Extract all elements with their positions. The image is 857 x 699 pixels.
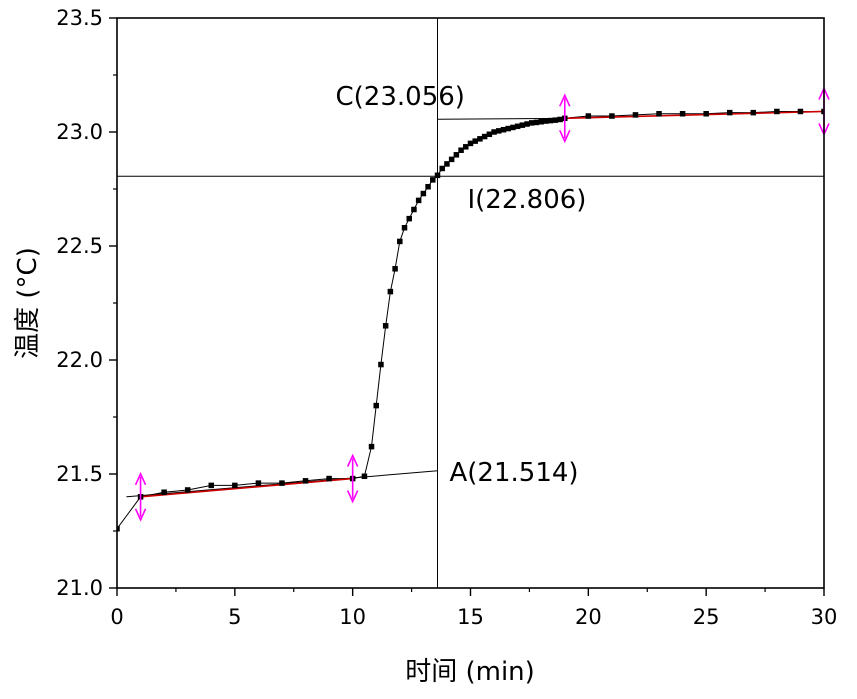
range-marker-1 [346,453,359,504]
data-point [703,111,709,117]
x-tick-label: 25 [693,605,720,629]
data-point [326,475,332,482]
y-tick-label: 22.0 [56,348,103,372]
x-tick-label: 10 [339,605,366,629]
y-tick-label: 21.0 [56,576,103,600]
range-marker-arrow-down [134,508,147,522]
fit-line-0 [140,477,353,498]
data-point [505,125,511,132]
data-point [774,108,780,115]
data-point [406,215,412,222]
data-point [361,473,368,480]
data-point [161,489,167,495]
data-point [538,118,544,125]
data-point [392,266,398,272]
y-tick-label: 23.0 [56,120,103,144]
data-point [420,190,427,197]
data-point [425,183,431,190]
y-tick-label: 21.5 [56,462,103,486]
annotation-label: I(22.806) [468,185,587,215]
data-point [184,487,191,493]
data-point [585,113,592,119]
data-point [543,118,549,124]
data-point [679,111,686,117]
data-point [439,165,445,172]
y-tick-label: 23.5 [56,6,103,30]
y-tick-label: 22.5 [56,234,103,258]
data-point [302,478,309,484]
data-point [797,108,804,115]
annotation-label: C(23.056) [336,82,465,112]
data-point [726,109,733,116]
data-point [632,112,639,118]
data-point [491,129,497,135]
data-point [387,288,394,295]
data-point [514,123,521,130]
data-point [750,109,757,116]
data-point [467,140,474,147]
range-marker-arrow-up [134,471,147,486]
data-point [472,138,478,144]
y-axis-title: 温度 (°C) [13,247,43,359]
data-point [453,152,460,158]
range-marker-arrow-up [559,93,571,107]
data-point [255,480,262,486]
data-point [547,117,554,124]
data-point [382,323,389,329]
fit-line-1 [564,110,824,120]
range-marker-2 [559,93,571,144]
data-point [430,177,436,183]
data-point [448,156,455,163]
x-axis-title: 时间 (min) [405,657,535,687]
data-point [533,119,540,126]
data-point [486,131,493,138]
x-tick-label: 5 [228,605,241,629]
data-point [552,117,559,123]
data-point [481,133,488,140]
data-point [496,128,502,134]
data-point [656,111,662,117]
data-point [232,482,238,489]
data-point [415,197,422,204]
data-point [821,108,824,115]
data-point [444,161,450,167]
data-point [477,136,483,142]
data-point [401,225,408,231]
range-marker-0 [134,471,147,522]
x-tick-label: 15 [457,605,484,629]
x-tick-label: 0 [110,605,123,629]
annotation-label: A(21.514) [450,458,579,488]
data-point [117,525,120,532]
data-point [411,206,417,213]
x-tick-label: 20 [575,605,602,629]
data-point [500,126,507,133]
data-point [519,122,526,128]
range-marker-arrow-up [346,453,359,467]
data-point [208,482,215,489]
range-marker-arrow-down [346,490,359,504]
range-marker-arrow-down [559,129,571,144]
data-point [373,402,379,409]
x-tick-label: 30 [811,605,838,629]
data-point [458,147,464,153]
data-point [524,121,530,127]
data-point [279,480,285,486]
data-point [609,113,615,119]
data-point [378,361,384,368]
data-point [557,116,563,123]
data-point [368,443,375,450]
plot-frame [116,17,825,589]
data-point [510,124,516,131]
data-point [463,144,469,150]
data-point [529,120,535,126]
data-point [434,172,441,179]
data-point [397,238,403,245]
